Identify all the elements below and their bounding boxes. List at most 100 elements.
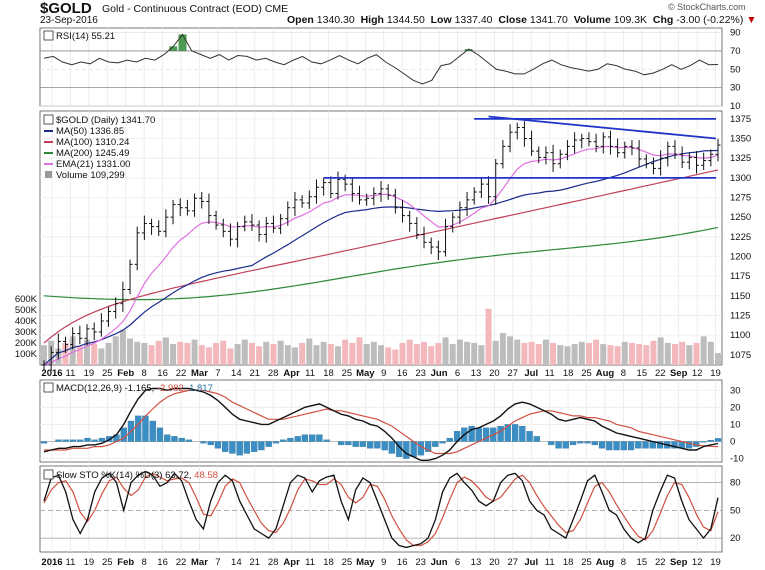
low-label: Low [430,14,452,26]
price-legend-title: $GOLD (Daily) 1341.70 [56,115,155,126]
x-tick-label: Feb [117,368,134,379]
x-tick-label-bottom: 11 [545,557,555,568]
price-legend-entry: Volume 109,299 [56,170,125,181]
volume-bar [593,339,600,365]
macd-histogram-bar [280,439,287,442]
volume-bar [363,344,370,365]
volume-bar [514,339,521,365]
volume-bar [564,346,571,365]
sto-legend-swatch [43,469,54,480]
x-tick-label-bottom: 18 [563,557,574,568]
x-tick-label: Apr [283,368,300,379]
volume-bar [542,339,549,365]
price-axis-label: 1350 [730,134,751,145]
volume-bar [170,344,177,365]
volume-bar [105,342,112,365]
low-value: 1337.40 [454,14,493,26]
macd-histogram-bar [265,441,272,447]
volume-bar [155,340,162,365]
x-tick-label-bottom: 9 [381,557,386,568]
macd-histogram-bar [468,425,475,442]
macd-histogram-bar [55,439,62,442]
volume-bar [184,342,191,365]
macd-legend-part: -2.982, [157,383,189,394]
volume-bar [636,344,643,365]
descending-trendline [488,115,717,140]
macd-histogram-bar [511,424,519,442]
volume-bar [385,347,392,365]
volume-axis-label: 400K [15,316,38,327]
macd-histogram-bar [156,427,164,442]
rsi-axis-label: 30 [730,83,741,94]
volume-bar [535,344,542,365]
macd-histogram-bar [366,441,374,449]
volume-bar [399,342,406,365]
x-tick-label-bottom: 13 [471,557,482,568]
sto-axis-label: 50 [730,505,741,516]
volume-bar [428,346,435,365]
sto-d-line [43,472,719,547]
volume-bar [550,342,557,365]
x-tick-label: 15 [637,368,648,379]
x-tick-label-bottom: 23 [415,557,426,568]
rsi-axis-label: 50 [730,64,741,75]
x-tick-label: Sep [670,368,688,379]
x-tick-label-bottom: 20 [489,557,500,568]
price-axis-label: 1275 [730,193,751,204]
chart-date: 23-Sep-2016 [40,15,98,26]
macd-histogram-bar [251,441,258,452]
x-tick-label: Jun [431,368,448,379]
x-tick-label-bottom: 14 [231,557,242,568]
volume-bar [284,345,291,365]
down-arrow-icon: ▼ [746,14,757,26]
macd-histogram-bar [294,436,301,442]
macd-histogram-bar [207,441,214,446]
volume-bar [578,341,585,365]
price-legend-entry: MA(100) 1310.24 [56,137,129,148]
macd-histogram-bar [69,439,77,442]
volume-bar [277,340,284,365]
x-tick-label-bottom: 16 [397,557,408,568]
x-tick-label: 22 [655,368,666,379]
macd-histogram-bar [410,441,417,458]
volume-bar [227,348,234,365]
x-tick-label: Jul [524,368,538,379]
volume-bar [406,339,413,365]
macd-histogram-bar [504,424,511,442]
price-legend-entry: MA(200) 1245.49 [56,148,129,159]
ohlc-summary: Open 1340.30 High 1344.50 Low 1337.40 Cl… [287,14,757,26]
rsi-overbought-fill [464,49,473,51]
macd-histogram-bar [656,441,664,449]
macd-histogram-bar [149,420,156,442]
volume-bar [134,341,141,365]
macd-histogram-bar [685,441,693,449]
volume-bar [205,347,212,365]
volume-value: 109.3K [613,14,648,26]
macd-histogram-bar [388,441,396,454]
x-tick-label-bottom: 6 [455,557,460,568]
volume-bar [485,308,492,365]
macd-axis-label: -10 [730,454,744,465]
volume-bar [299,342,306,365]
sto-axis-label: 80 [730,478,741,489]
price-legend-entry: EMA(21) 1331.00 [56,159,130,170]
volume-bar [62,342,69,365]
volume-bar [234,344,241,365]
volume-bar [707,341,714,365]
volume-bar [521,342,528,365]
macd-histogram-bar [178,437,185,442]
volume-bar [413,344,420,365]
ma100-line [43,169,719,344]
macd-histogram-bar [562,441,569,449]
x-tick-label-bottom: Feb [117,557,134,568]
x-tick-label: 12 [692,368,703,379]
volume-axis-label: 500K [15,305,38,316]
x-tick-label: Mar [191,368,208,379]
macd-histogram-bar [620,441,627,451]
macd-histogram-bar [707,439,714,442]
macd-histogram-bar [598,441,606,449]
x-tick-label: 19 [710,368,721,379]
price-axis-label: 1075 [730,350,751,361]
macd-histogram-bar [533,436,540,442]
